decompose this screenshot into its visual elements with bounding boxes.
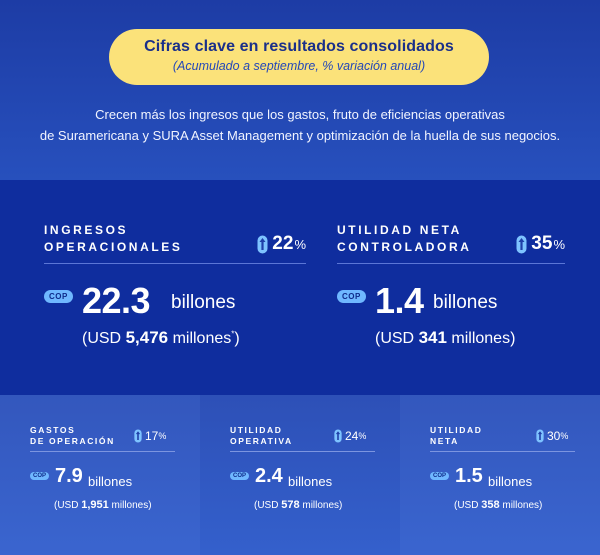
metric-unit: billones — [433, 292, 498, 313]
usd-value: (USD 578 millones) — [254, 499, 343, 511]
currency-tag: COP — [30, 472, 50, 480]
metric-label: UTILIDAD NETA CONTROLADORA — [337, 223, 472, 254]
metric-unit: billones — [171, 292, 236, 313]
change-badge: 24% — [334, 429, 366, 443]
change-value: 35 — [531, 233, 553, 254]
metric-value: 1.4 — [375, 280, 424, 321]
metric-value: 1.5 — [455, 465, 483, 487]
intro-text: Crecen más los ingresos que los gastos, … — [20, 104, 580, 146]
metric-ingresos-operacionales: INGRESOS OPERACIONALES 22% COP 22.3 bill… — [44, 222, 306, 348]
metric-gastos-de-operacion: GASTOS DE OPERACIÓN 17% COP 7.9 billones… — [0, 395, 200, 555]
usd-value: (USD 1,951 millones) — [54, 499, 152, 511]
change-badge: 35% — [516, 233, 565, 255]
metric-label: GASTOS DE OPERACIÓN — [30, 425, 115, 446]
title-pill: Cifras clave en resultados consolidados … — [109, 29, 489, 85]
intro-line-2: de Suramericana y SURA Asset Management … — [39, 128, 561, 143]
up-arrow-icon — [257, 235, 268, 254]
divider — [430, 451, 575, 452]
divider — [230, 451, 375, 452]
usd-value: (USD 358 millones) — [454, 499, 543, 511]
metric-unit: billones — [88, 474, 133, 489]
currency-tag: COP — [230, 472, 250, 480]
change-badge: 22% — [257, 233, 306, 255]
metric-utilidad-operativa: UTILIDAD OPERATIVA 24% COP 2.4 billones … — [200, 395, 400, 555]
up-arrow-icon — [536, 429, 544, 443]
metric-unit: billones — [288, 474, 333, 489]
currency-tag: COP — [337, 290, 366, 303]
main-metrics-band — [0, 180, 600, 395]
change-value: 24 — [345, 429, 359, 443]
header-section — [0, 0, 600, 180]
change-value: 30 — [547, 429, 561, 443]
metric-value: 7.9 — [55, 465, 83, 487]
page-title: Cifras clave en resultados consolidados — [144, 38, 454, 55]
currency-tag: COP — [430, 472, 450, 480]
metric-label: INGRESOS OPERACIONALES — [44, 223, 183, 254]
metric-label: UTILIDAD NETA — [430, 425, 483, 446]
up-arrow-icon — [134, 429, 142, 443]
page-subtitle: (Acumulado a septiembre, % variación anu… — [172, 59, 426, 73]
metric-value: 2.4 — [255, 465, 283, 487]
up-arrow-icon — [334, 429, 342, 443]
change-badge: 17% — [134, 429, 166, 443]
currency-tag: COP — [44, 290, 73, 303]
metric-unit: billones — [488, 474, 533, 489]
usd-value: (USD 5,476 millones*) — [82, 328, 240, 347]
change-value: 17 — [145, 429, 159, 443]
metric-utilidad-neta-controladora: UTILIDAD NETA CONTROLADORA 35% COP 1.4 b… — [337, 222, 565, 348]
metric-value: 22.3 — [82, 280, 151, 321]
usd-value: (USD 341 millones) — [375, 328, 516, 347]
metric-utilidad-neta: UTILIDAD NETA 30% COP 1.5 billones (USD … — [400, 395, 600, 555]
change-value: 22 — [272, 233, 294, 254]
metric-label: UTILIDAD OPERATIVA — [230, 425, 293, 446]
up-arrow-icon — [516, 235, 527, 254]
change-badge: 30% — [536, 429, 568, 443]
intro-line-1: Crecen más los ingresos que los gastos, … — [95, 107, 505, 122]
divider — [30, 451, 175, 452]
